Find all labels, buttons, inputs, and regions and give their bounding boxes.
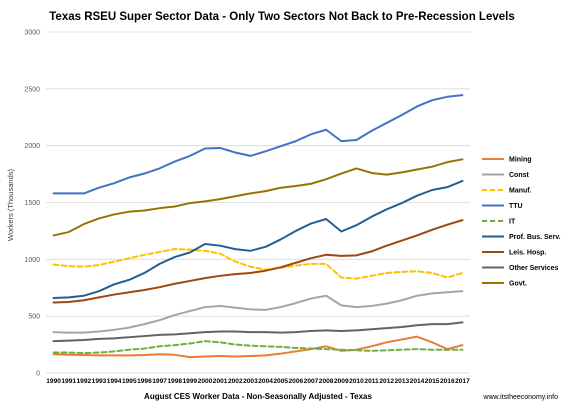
x-tick-label: 1995 — [122, 378, 137, 385]
legend-label: Const — [509, 172, 530, 179]
x-tick-label: 2007 — [304, 378, 319, 385]
x-tick-label: 2011 — [364, 378, 379, 385]
x-tick-label: 2016 — [440, 378, 455, 385]
x-tick-label: 1993 — [92, 378, 107, 385]
series-line-leis-hosp — [52, 219, 464, 304]
x-tick-label: 1998 — [167, 378, 182, 385]
x-tick-labels: 1990 1991 1992 1993 1994 1995 1996 1997 1998 1999… — [46, 378, 470, 385]
x-tick-label: 1996 — [137, 378, 152, 385]
series-line-prof-bus-serv — [52, 179, 464, 299]
x-tick-label: 1990 — [46, 378, 61, 385]
y-tick-label: 3000 — [24, 30, 40, 37]
x-axis-label: August CES Worker Data - Non-Seasonally … — [144, 392, 372, 401]
x-tick-label: 2017 — [455, 378, 470, 385]
source-text: www.itstheeconomy.info — [482, 394, 558, 401]
y-tick-label: 500 — [28, 314, 40, 321]
legend-label: Govt. — [509, 281, 527, 288]
series-line-other-services — [52, 321, 464, 343]
x-tick-label: 2000 — [198, 378, 213, 385]
y-axis-label: Workers (Thousands) — [6, 169, 15, 241]
series-line-manuf — [52, 248, 464, 280]
x-tick-label: 2015 — [425, 378, 440, 385]
series-line-mining — [52, 335, 464, 359]
x-tick-label: 2001 — [213, 378, 228, 385]
y-tick-label: 2500 — [24, 86, 40, 93]
y-tick-label: 1500 — [24, 200, 40, 207]
series-lines — [52, 94, 464, 359]
chart-title: Texas RSEU Super Sector Data - Only Two … — [49, 11, 514, 23]
x-tick-label: 2010 — [349, 378, 364, 385]
x-tick-label: 2013 — [395, 378, 410, 385]
x-tick-label: 1999 — [183, 378, 198, 385]
series-line-it — [52, 340, 464, 355]
series-line-govt — [52, 158, 464, 237]
series-line-const — [52, 290, 464, 334]
x-tick-label: 2008 — [319, 378, 334, 385]
x-tick-label: 1994 — [107, 378, 122, 385]
x-tick-label: 2014 — [410, 378, 425, 385]
x-tick-label: 2012 — [379, 378, 394, 385]
y-tick-label: 1000 — [24, 257, 40, 264]
series-line-ttu — [52, 94, 464, 195]
legend-label: Mining — [509, 157, 532, 164]
legend-label: IT — [509, 219, 516, 226]
x-tick-label: 2009 — [334, 378, 349, 385]
x-tick-label: 1997 — [152, 378, 167, 385]
y-tick-labels: 0 500 1000 1500 2000 2500 3000 — [24, 30, 40, 378]
legend-label: Leis. Hosp. — [509, 250, 546, 257]
gridlines — [46, 31, 470, 374]
x-tick-label: 2006 — [289, 378, 304, 385]
legend: Mining Const Manuf. TTU IT Prof. Bus. Serv. Le… — [482, 157, 561, 288]
x-tick-label: 1992 — [77, 378, 92, 385]
x-tick-label: 2002 — [228, 378, 243, 385]
x-tick-label: 2004 — [258, 378, 273, 385]
legend-label: TTU — [509, 203, 523, 210]
legend-label: Manuf. — [509, 188, 532, 195]
x-tick-label: 1991 — [61, 378, 76, 385]
y-tick-label: 0 — [36, 371, 40, 378]
legend-label: Other Services — [509, 265, 559, 272]
x-tick-label: 2003 — [243, 378, 258, 385]
x-tick-label: 2005 — [273, 378, 288, 385]
legend-label: Prof. Bus. Serv. — [509, 234, 561, 241]
y-tick-label: 2000 — [24, 143, 40, 150]
